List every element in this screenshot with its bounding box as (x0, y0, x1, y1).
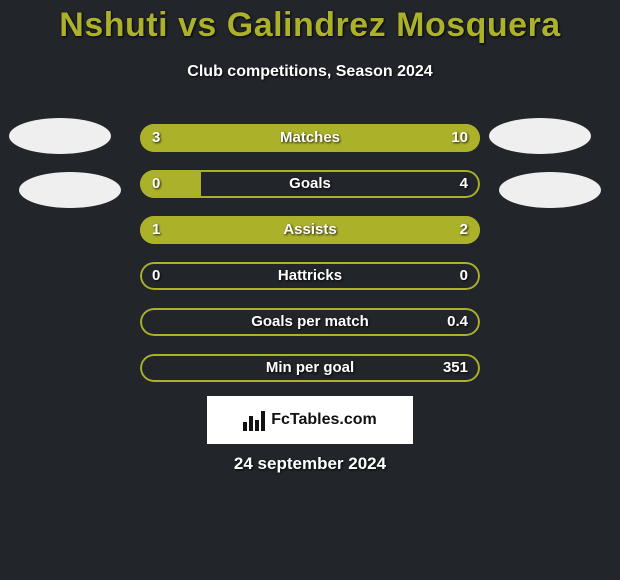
stat-bar-right-value: 0.4 (447, 308, 468, 336)
stat-bar: Min per goal351 (140, 354, 480, 382)
stat-bar-left-value: 1 (152, 216, 160, 244)
source-badge-text: FcTables.com (271, 411, 377, 429)
stat-bar-left-value: 0 (152, 262, 160, 290)
bar-chart-icon (243, 409, 265, 431)
stat-bar-right-value: 10 (451, 124, 468, 152)
page-subtitle: Club competitions, Season 2024 (0, 63, 620, 81)
stat-bar-label: Goals per match (140, 308, 480, 336)
stat-bar: Goals0 4 (140, 170, 480, 198)
stat-bar: Assists1 2 (140, 216, 480, 244)
avatar-right-top (489, 118, 591, 154)
stat-bar-right-value: 4 (460, 170, 468, 198)
avatar-right-bot (499, 172, 601, 208)
stat-bar: Matches3 10 (140, 124, 480, 152)
stat-bar-right-value: 0 (460, 262, 468, 290)
stat-bar-left-value: 3 (152, 124, 160, 152)
stat-bar-label: Goals (140, 170, 480, 198)
avatar-left-bot (19, 172, 121, 208)
stat-bar-right-value: 2 (460, 216, 468, 244)
stat-bar-label: Matches (140, 124, 480, 152)
stat-bar-left-value: 0 (152, 170, 160, 198)
stat-bar-label: Hattricks (140, 262, 480, 290)
stat-bar-right-value: 351 (443, 354, 468, 382)
stat-bar: Goals per match0.4 (140, 308, 480, 336)
stat-bar-label: Assists (140, 216, 480, 244)
page-title: Nshuti vs Galindrez Mosquera (0, 0, 620, 45)
source-badge: FcTables.com (207, 396, 413, 444)
stat-bar: Hattricks0 0 (140, 262, 480, 290)
stat-bar-label: Min per goal (140, 354, 480, 382)
comparison-bars: Matches310Goals04Assists12Hattricks00Goa… (140, 124, 480, 400)
avatar-left-top (9, 118, 111, 154)
date-label: 24 september 2024 (0, 454, 620, 474)
